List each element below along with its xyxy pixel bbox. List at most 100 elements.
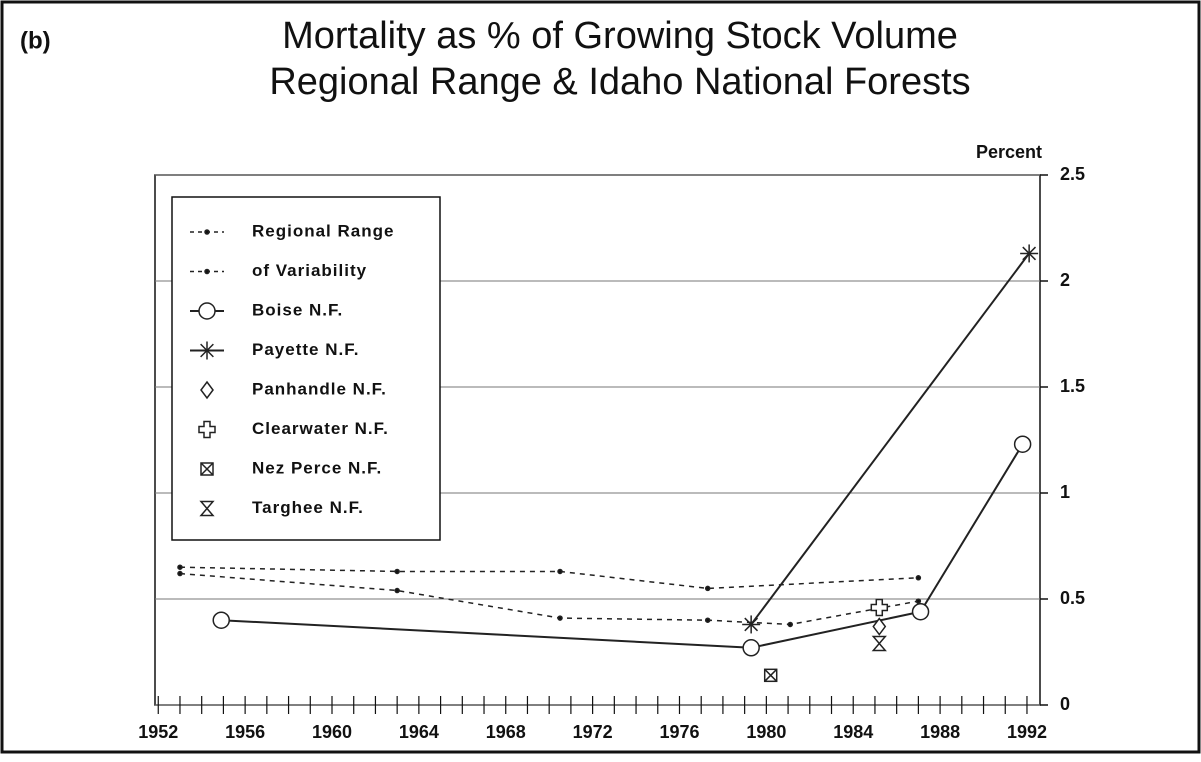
x-tick-label: 1984 [833, 722, 873, 742]
marker-part [1022, 246, 1037, 261]
x-tick-label: 1992 [1007, 722, 1047, 742]
x-tick-label: 1988 [920, 722, 960, 742]
marker [557, 568, 563, 575]
marker [704, 617, 711, 623]
legend-label: Clearwater N.F. [252, 419, 389, 438]
legend-entry: Panhandle N.F. [200, 379, 387, 400]
marker [915, 598, 922, 604]
legend-entry: Targhee N.F. [199, 498, 364, 517]
marker [199, 500, 215, 517]
marker-part [557, 615, 563, 621]
marker [557, 615, 563, 621]
y-tick-label: 1 [1060, 482, 1070, 502]
marker-part [200, 380, 214, 400]
x-tick-label: 1972 [573, 722, 613, 742]
marker-part [199, 500, 215, 517]
marker-part [177, 564, 183, 570]
marker-part [742, 639, 760, 657]
marker-part [764, 668, 778, 682]
series-line [179, 566, 919, 590]
legend-entry: Boise N.F. [190, 300, 343, 320]
marker [742, 615, 761, 634]
marker [198, 341, 216, 360]
marker [871, 635, 887, 652]
legend-entry: Clearwater N.F. [198, 419, 389, 439]
marker [177, 570, 183, 577]
marker-part [872, 617, 887, 636]
marker [1013, 435, 1032, 453]
marker [742, 639, 760, 657]
marker [915, 575, 922, 581]
legend-label: Payette N.F. [252, 340, 359, 359]
marker-part [704, 585, 711, 592]
series-line [179, 572, 919, 626]
legend-entry: Nez Perce N.F. [200, 458, 382, 477]
marker-part [198, 302, 216, 320]
marker [787, 621, 793, 628]
marker-part [915, 575, 922, 581]
y-tick-label: 1.5 [1060, 376, 1085, 396]
marker-part [1013, 435, 1032, 453]
marker [1020, 244, 1039, 263]
marker [198, 420, 216, 439]
legend-entry: Payette N.F. [190, 340, 359, 360]
marker [212, 611, 230, 629]
marker [394, 587, 400, 594]
legend-entry: Regional Range [190, 221, 394, 240]
x-tick-label: 1960 [312, 722, 352, 742]
marker [870, 598, 889, 617]
marker-part [394, 587, 400, 594]
marker [198, 302, 216, 320]
x-tick-label: 1968 [486, 722, 526, 742]
legend-label: Panhandle N.F. [252, 379, 387, 398]
marker-part [177, 570, 183, 577]
marker [204, 268, 210, 275]
x-tick-label: 1964 [399, 722, 439, 742]
marker [177, 564, 183, 570]
marker [200, 462, 214, 476]
marker-part [870, 598, 889, 617]
legend-label: Boise N.F. [252, 300, 343, 319]
series-line [221, 443, 1024, 649]
legend-label: Targhee N.F. [252, 498, 364, 517]
marker-part [911, 602, 930, 621]
marker-part [394, 568, 400, 575]
y-axis-label: Percent [976, 142, 1042, 162]
legend-label: Nez Perce N.F. [252, 458, 382, 477]
marker-part [198, 420, 216, 439]
marker-part [744, 617, 759, 632]
marker-part [200, 343, 214, 358]
marker-part [915, 598, 922, 604]
x-tick-label: 1976 [659, 722, 699, 742]
marker [200, 380, 214, 400]
marker [911, 602, 930, 621]
marker [394, 568, 400, 575]
chart-subtitle: Regional Range & Idaho National Forests [269, 61, 970, 103]
marker-part [204, 229, 210, 235]
marker-part [704, 617, 711, 623]
legend-label: Regional Range [252, 221, 394, 240]
x-tick-label: 1952 [138, 722, 178, 742]
legend-label: of Variability [252, 261, 367, 280]
marker-part [787, 621, 793, 628]
y-tick-label: 0 [1060, 694, 1070, 714]
marker [704, 585, 711, 592]
y-tick-label: 2.5 [1060, 164, 1085, 184]
marker [204, 229, 210, 235]
marker-part [200, 462, 214, 476]
series-line [750, 252, 1030, 626]
x-tick-label: 1980 [746, 722, 786, 742]
chart-title: Mortality as % of Growing Stock Volume [282, 15, 958, 57]
marker [763, 668, 778, 683]
y-tick-label: 2 [1060, 270, 1070, 290]
marker-part [212, 611, 230, 629]
legend-entry: of Variability [190, 261, 367, 280]
y-tick-label: 0.5 [1060, 588, 1085, 608]
marker-part [204, 268, 210, 275]
panel-label: (b) [20, 27, 51, 54]
x-tick-label: 1956 [225, 722, 265, 742]
legend-box [171, 196, 441, 541]
marker [872, 617, 887, 636]
